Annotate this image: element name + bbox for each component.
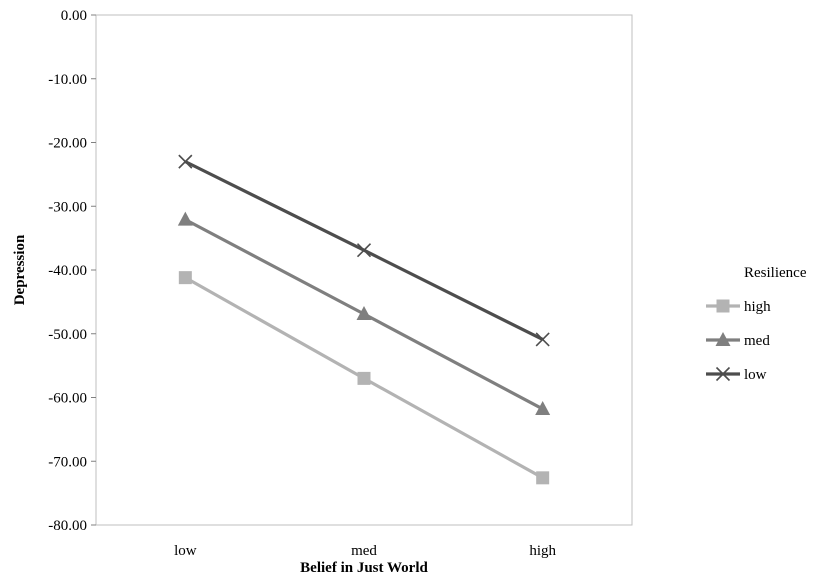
legend-label: low — [744, 367, 767, 383]
series-med — [177, 211, 551, 415]
data-point-high-high — [536, 471, 550, 485]
data-point-med-high — [535, 400, 551, 415]
data-point-low-high — [535, 332, 550, 347]
y-tick-label: -30.00 — [48, 199, 87, 215]
y-tick-label: -20.00 — [48, 136, 87, 152]
y-tick-label: -50.00 — [48, 327, 87, 343]
legend-title: Resilience — [744, 265, 807, 281]
y-tick-label: -10.00 — [48, 72, 87, 88]
series-high — [178, 271, 550, 485]
data-point-med-low — [177, 211, 193, 226]
legend-label: high — [744, 299, 771, 315]
x-axis: low med high — [174, 543, 556, 559]
data-point-low-low — [178, 154, 193, 169]
legend-label: med — [744, 333, 770, 349]
data-point-med-med — [356, 305, 372, 320]
y-tick-label: -80.00 — [48, 518, 87, 534]
legend-item-high: high — [706, 299, 771, 315]
series-layer — [177, 154, 551, 485]
series-low — [178, 154, 550, 347]
legend-marker-high — [716, 299, 730, 313]
data-point-high-low — [178, 271, 192, 285]
y-axis: 0.00 -10.00 -20.00 -30.00 -40.00 -50.00 -60.00… — [48, 8, 96, 534]
legend: Resilience high med low — [706, 265, 807, 383]
y-tick-label: -70.00 — [48, 454, 87, 470]
x-tick-label: med — [351, 543, 377, 559]
legend-marker-low — [715, 366, 731, 382]
legend-item-low: low — [706, 366, 767, 383]
data-point-high-med — [357, 371, 371, 385]
data-point-low-med — [356, 243, 372, 258]
x-tick-label: low — [174, 543, 197, 559]
x-axis-title: Belief in Just World — [300, 560, 428, 576]
plot-area — [95, 14, 633, 526]
y-tick-label: 0.00 — [61, 8, 87, 24]
y-tick-label: -40.00 — [48, 263, 87, 279]
y-axis-title: Depression — [12, 234, 28, 305]
legend-item-med: med — [706, 332, 770, 349]
x-tick-label: high — [529, 543, 556, 559]
y-tick-label: -60.00 — [48, 391, 87, 407]
legend-marker-med — [715, 332, 731, 346]
